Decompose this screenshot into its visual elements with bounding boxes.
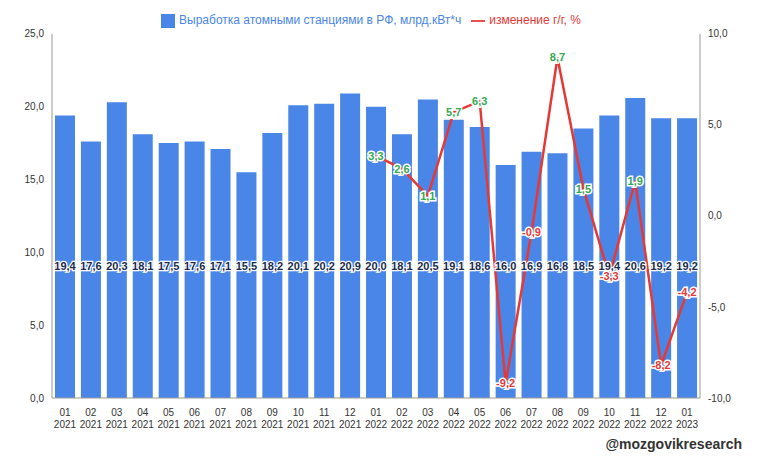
svg-text:20,1: 20,1	[288, 260, 309, 272]
svg-text:16,9: 16,9	[521, 260, 542, 272]
svg-text:-10,0: -10,0	[708, 393, 731, 404]
svg-text:072022: 072022	[520, 407, 543, 430]
svg-text:052022: 052022	[469, 407, 492, 430]
svg-text:1,5: 1,5	[576, 183, 591, 195]
svg-text:0,0: 0,0	[30, 393, 44, 404]
svg-text:-0,9: -0,9	[522, 226, 541, 238]
svg-text:20,0: 20,0	[25, 101, 45, 112]
svg-text:-4,2: -4,2	[678, 286, 697, 298]
svg-text:3,3: 3,3	[368, 150, 383, 162]
svg-text:012022: 012022	[365, 407, 388, 430]
html-text:изменение г/г, %: изменение г/г, %	[489, 13, 581, 27]
svg-text:20,5: 20,5	[417, 260, 438, 272]
svg-text:102022: 102022	[598, 407, 621, 430]
svg-text:112022: 112022	[624, 407, 647, 430]
svg-text:19,1: 19,1	[443, 260, 464, 272]
svg-text:122021: 122021	[339, 407, 362, 430]
svg-text:16,0: 16,0	[495, 260, 516, 272]
svg-text:20,9: 20,9	[339, 260, 360, 272]
svg-text:-5,0: -5,0	[708, 302, 726, 313]
svg-text:1,9: 1,9	[628, 175, 643, 187]
svg-text:17,1: 17,1	[210, 260, 231, 272]
svg-text:15,5: 15,5	[236, 260, 257, 272]
svg-text:17,5: 17,5	[158, 260, 179, 272]
svg-text:19,4: 19,4	[598, 260, 620, 272]
svg-text:20,6: 20,6	[625, 260, 646, 272]
svg-text:062021: 062021	[183, 407, 206, 430]
svg-text:052021: 052021	[158, 407, 181, 430]
svg-text:18,5: 18,5	[573, 260, 594, 272]
svg-text:022022: 022022	[391, 407, 414, 430]
svg-text:20,0: 20,0	[365, 260, 386, 272]
svg-text:112021: 112021	[313, 407, 336, 430]
svg-text:8,7: 8,7	[550, 51, 565, 63]
svg-text:16,8: 16,8	[547, 260, 568, 272]
svg-text:-9,2: -9,2	[496, 377, 515, 389]
svg-text:17,6: 17,6	[80, 260, 101, 272]
svg-text:25,0: 25,0	[25, 28, 45, 39]
svg-text:19,2: 19,2	[650, 260, 671, 272]
svg-text:042022: 042022	[443, 407, 466, 430]
svg-text:5,7: 5,7	[446, 106, 461, 118]
svg-text:5,0: 5,0	[30, 320, 44, 331]
svg-text:092021: 092021	[261, 407, 284, 430]
svg-text:10,0: 10,0	[25, 247, 45, 258]
svg-text:19,2: 19,2	[676, 260, 697, 272]
svg-text:17,6: 17,6	[184, 260, 205, 272]
html-text:Выработка атомными станциями в: Выработка атомными станциями в РФ, млрд.…	[179, 13, 462, 27]
svg-text:022021: 022021	[80, 407, 103, 430]
html-text:@mozgovikresearch: @mozgovikresearch	[605, 436, 742, 452]
svg-text:19,4: 19,4	[54, 260, 76, 272]
svg-text:20,2: 20,2	[313, 260, 334, 272]
svg-text:10,0: 10,0	[708, 28, 728, 39]
svg-text:18,1: 18,1	[132, 260, 153, 272]
svg-text:032022: 032022	[417, 407, 440, 430]
svg-text:1,1: 1,1	[420, 190, 435, 202]
svg-text:0,0: 0,0	[708, 210, 722, 221]
svg-text:-8,2: -8,2	[652, 359, 671, 371]
svg-text:012021: 012021	[54, 407, 77, 430]
svg-text:18,2: 18,2	[262, 260, 283, 272]
svg-text:-3,3: -3,3	[600, 270, 619, 282]
svg-text:20,3: 20,3	[106, 260, 127, 272]
svg-text:15,0: 15,0	[25, 174, 45, 185]
svg-text:6,3: 6,3	[472, 95, 487, 107]
svg-text:032021: 032021	[106, 407, 129, 430]
svg-text:122022: 122022	[650, 407, 673, 430]
svg-text:072021: 072021	[209, 407, 232, 430]
svg-text:062022: 062022	[494, 407, 517, 430]
svg-text:18,1: 18,1	[391, 260, 412, 272]
svg-text:042021: 042021	[132, 407, 155, 430]
svg-text:082021: 082021	[235, 407, 258, 430]
svg-text:082022: 082022	[546, 407, 569, 430]
svg-text:092022: 092022	[572, 407, 595, 430]
svg-text:012023: 012023	[676, 407, 699, 430]
svg-text:2,6: 2,6	[394, 163, 409, 175]
svg-text:102021: 102021	[287, 407, 310, 430]
svg-text:18,6: 18,6	[469, 260, 490, 272]
svg-text:5,0: 5,0	[708, 119, 722, 130]
